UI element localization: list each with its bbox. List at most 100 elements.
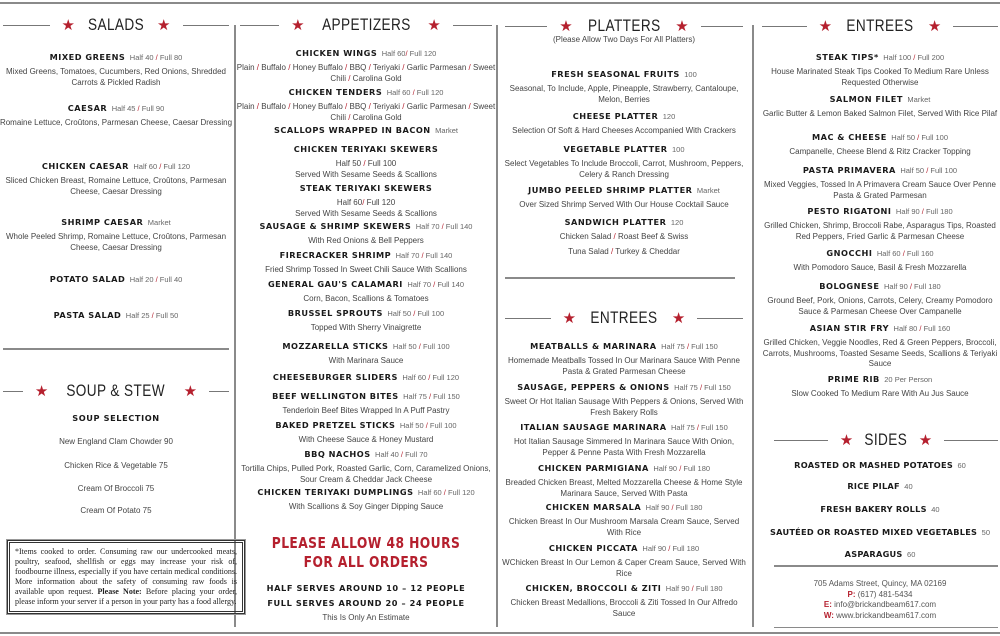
menu-item-description: With Pomodoro Sauce, Basil & Fresh Mozza… bbox=[793, 263, 967, 272]
menu-item-header: SAUTÉED OR ROASTED MIXED VEGETABLES 50 bbox=[757, 522, 1000, 540]
menu-item-header: ASPARAGUS 60 bbox=[757, 544, 1000, 562]
menu-item-header: ASIAN STIR FRY Half 80 / Full 160 bbox=[757, 318, 1000, 336]
menu-item-name: BOLOGNESE bbox=[819, 281, 880, 291]
menu-item-price: Half 80 / Full 160 bbox=[893, 324, 951, 333]
menu-item-name: STEAK TIPS* bbox=[815, 52, 879, 62]
address: 705 Adams Street, Quincy, MA 02169 bbox=[813, 579, 947, 588]
menu-item-name: SANDWICH PLATTER bbox=[564, 217, 667, 227]
menu-item-name: CHICKEN WINGS bbox=[295, 48, 378, 58]
menu-item-description: Seasonal, To Include, Apple, Pineapple, … bbox=[509, 84, 739, 104]
menu-item: POTATO SALAD Half 20 / Full 40 bbox=[0, 269, 234, 287]
menu-item-price: Half 75 / Full 150 bbox=[403, 392, 460, 401]
menu-item: CHICKEN, BROCCOLI & ZITI Half 90 / Full … bbox=[500, 578, 748, 619]
menu-item-description: Selection Of Soft & Hard Cheeses Accompa… bbox=[512, 126, 736, 135]
menu-item-description: Tenderloin Beef Bites Wrapped In A Puff … bbox=[282, 406, 450, 415]
menu-item-description: WChicken Breast In Our Lemon & Caper Cre… bbox=[502, 558, 746, 578]
menu-item-name: SHRIMP CAESAR bbox=[61, 217, 144, 227]
section-divider bbox=[774, 565, 998, 567]
menu-item-description: With Marinara Sauce bbox=[328, 356, 404, 365]
menu-item-price: 40 bbox=[931, 505, 940, 514]
menu-item-header: BBQ NACHOS Half 40 / Full 70 bbox=[235, 444, 497, 462]
menu-item-header: GNOCCHI Half 60 / Full 160 bbox=[757, 243, 1000, 261]
column-divider bbox=[496, 25, 498, 627]
section-title: SIDES bbox=[864, 430, 908, 449]
menu-item-name: SAUTÉED OR ROASTED MIXED VEGETABLES bbox=[769, 527, 978, 537]
menu-item-header: GENERAL GAU'S CALAMARI Half 70 / Full 14… bbox=[235, 274, 497, 292]
menu-item-header: BOLOGNESE Half 90 / Full 180 bbox=[757, 276, 1000, 294]
order-notice-line1: PLEASE ALLOW 48 HOURS bbox=[271, 534, 461, 552]
menu-item: SCALLOPS WRAPPED IN BACON Market bbox=[235, 120, 497, 138]
menu-item-description: Chicken Breast Medallions, Broccoli & Zi… bbox=[510, 598, 738, 618]
star-icon: ★ bbox=[559, 17, 573, 35]
menu-item: BAKED PRETZEL STICKS Half 50 / Full 100 W… bbox=[235, 415, 497, 446]
half-serves: HALF SERVES AROUND 10 – 12 PEOPLE bbox=[266, 583, 466, 593]
section-header-platters: ★ PLATTERS ★ bbox=[505, 16, 743, 35]
phone[interactable]: (617) 481-5434 bbox=[855, 589, 913, 599]
menu-item-description: Hot Italian Sausage Simmered In Marinara… bbox=[513, 437, 735, 457]
menu-item-header: PESTO RIGATONI Half 90 / Full 180 bbox=[757, 201, 1000, 219]
menu-item-name: CHICKEN PARMIGIANA bbox=[537, 463, 649, 473]
menu-item-price: Half 50 / Full 100 bbox=[900, 166, 958, 175]
menu-item-price: Half 90 / Full 180 bbox=[883, 282, 941, 291]
menu-item: ITALIAN SAUSAGE MARINARA Half 75 / Full … bbox=[500, 417, 748, 458]
website-link[interactable]: www.brickandbeam617.com bbox=[833, 610, 937, 620]
disclaimer-text: *Items cooked to order. Consuming raw ou… bbox=[15, 547, 237, 596]
menu-item-header: MIXED GREENS Half 40 / Full 80 bbox=[0, 47, 234, 65]
menu-item-header: SAUSAGE, PEPPERS & ONIONS Half 75 / Full… bbox=[500, 377, 748, 395]
menu-item-header: RICE PILAF 40 bbox=[757, 476, 1000, 494]
column-divider bbox=[234, 25, 236, 627]
menu-item-name: GNOCCHI bbox=[826, 248, 873, 258]
menu-item: PASTA PRIMAVERA Half 50 / Full 100 Mixed … bbox=[757, 160, 1000, 201]
menu-item-name: POTATO SALAD bbox=[49, 274, 126, 284]
menu-item-description: Corn, Bacon, Scallions & Tomatoes bbox=[303, 294, 429, 303]
menu-item-price: Half 25 / Full 50 bbox=[125, 311, 179, 320]
menu-item-price: 60 bbox=[957, 461, 966, 470]
menu-item: SAUSAGE, PEPPERS & ONIONS Half 75 / Full… bbox=[500, 377, 748, 418]
column-platters-entrees: ★ PLATTERS ★ (Please Allow Two Days For … bbox=[502, 0, 746, 636]
soup-item: Chicken Rice & Vegetable 75 bbox=[64, 461, 168, 470]
menu-item-name: MIXED GREENS bbox=[49, 52, 126, 62]
section-title: ENTREES bbox=[590, 308, 658, 327]
menu-item-name: CHICKEN, BROCCOLI & ZITI bbox=[525, 583, 662, 593]
menu-item: RICE PILAF 40 bbox=[757, 476, 1000, 494]
menu-item-name: ASIAN STIR FRY bbox=[809, 323, 890, 333]
menu-item-header: FRESH BAKERY ROLLS 40 bbox=[757, 499, 1000, 517]
menu-item-name: CHICKEN TENDERS bbox=[288, 87, 383, 97]
menu-item-description: House Marinated Steak Tips Cooked To Med… bbox=[771, 67, 989, 87]
star-icon: ★ bbox=[61, 16, 75, 34]
menu-item-header: CHICKEN WINGS Half 60/ Full 120 bbox=[235, 43, 497, 61]
menu-item: BRUSSEL SPROUTS Half 50 / Full 100 Topped… bbox=[235, 303, 497, 334]
menu-item-name: RICE PILAF bbox=[847, 481, 900, 491]
menu-item-description: Topped With Sherry Vinaigrette bbox=[310, 323, 422, 332]
menu-item-price: Market bbox=[907, 95, 931, 104]
menu-item: PASTA SALAD Half 25 / Full 50 bbox=[0, 305, 234, 323]
menu-item-header: SALMON FILET Market bbox=[757, 89, 1000, 107]
menu-item: CHICKEN WINGS Half 60/ Full 120 Plain / B… bbox=[235, 43, 497, 84]
menu-item-description: Plain / Buffalo / Honey Buffalo / BBQ / … bbox=[236, 102, 496, 122]
menu-item-name: PESTO RIGATONI bbox=[807, 206, 892, 216]
star-icon: ★ bbox=[157, 16, 171, 34]
menu-item-price: Half 45 / Full 90 bbox=[111, 104, 165, 113]
menu-item-price: Half 60 / Full 160 bbox=[876, 249, 934, 258]
menu-item: VEGETABLE PLATTER 100 Select Vegetables T… bbox=[500, 139, 748, 180]
menu-item-description: Chicken Salad / Roast Beef & Swiss bbox=[559, 232, 689, 241]
column-divider bbox=[752, 25, 754, 627]
menu-item-description: Mixed Greens, Tomatoes, Cucumbers, Red O… bbox=[6, 67, 226, 87]
star-icon: ★ bbox=[562, 309, 577, 327]
menu-item-price: Half 90 / Full 180 bbox=[645, 503, 703, 512]
menu-item-header: ROASTED OR MASHED POTATOES 60 bbox=[757, 455, 1000, 473]
menu-item-name: STEAK TERIYAKI SKEWERS bbox=[299, 183, 433, 193]
menu-item-name: CHICKEN TERIYAKI SKEWERS bbox=[293, 144, 439, 154]
column-entrees-sides: ★ ENTREES ★ STEAK TIPS* Half 100 / Full … bbox=[762, 0, 999, 636]
menu-item-price: Half 40 / Full 70 bbox=[375, 450, 428, 459]
menu-item-price: Half 70 / Full 140 bbox=[395, 251, 453, 260]
email-link[interactable]: info@brickandbeam617.com bbox=[831, 600, 937, 609]
menu-item: MAC & CHEESE Half 50 / Full 100 Campanell… bbox=[757, 127, 1000, 158]
menu-item-price: Half 20 / Full 40 bbox=[129, 275, 183, 284]
menu-item-name: CHICKEN CAESAR bbox=[41, 161, 129, 171]
menu-item-header: CHICKEN MARSALA Half 90 / Full 180 bbox=[500, 497, 748, 515]
menu-item-description: Grilled Chicken, Veggie Noodles, Red & G… bbox=[762, 338, 998, 368]
menu-item-price: Half 50 / Full 100 bbox=[392, 342, 450, 351]
menu-item-description: Garlic Butter & Lemon Baked Salmon Filet… bbox=[762, 109, 998, 118]
menu-item-price: 120 bbox=[670, 218, 684, 227]
